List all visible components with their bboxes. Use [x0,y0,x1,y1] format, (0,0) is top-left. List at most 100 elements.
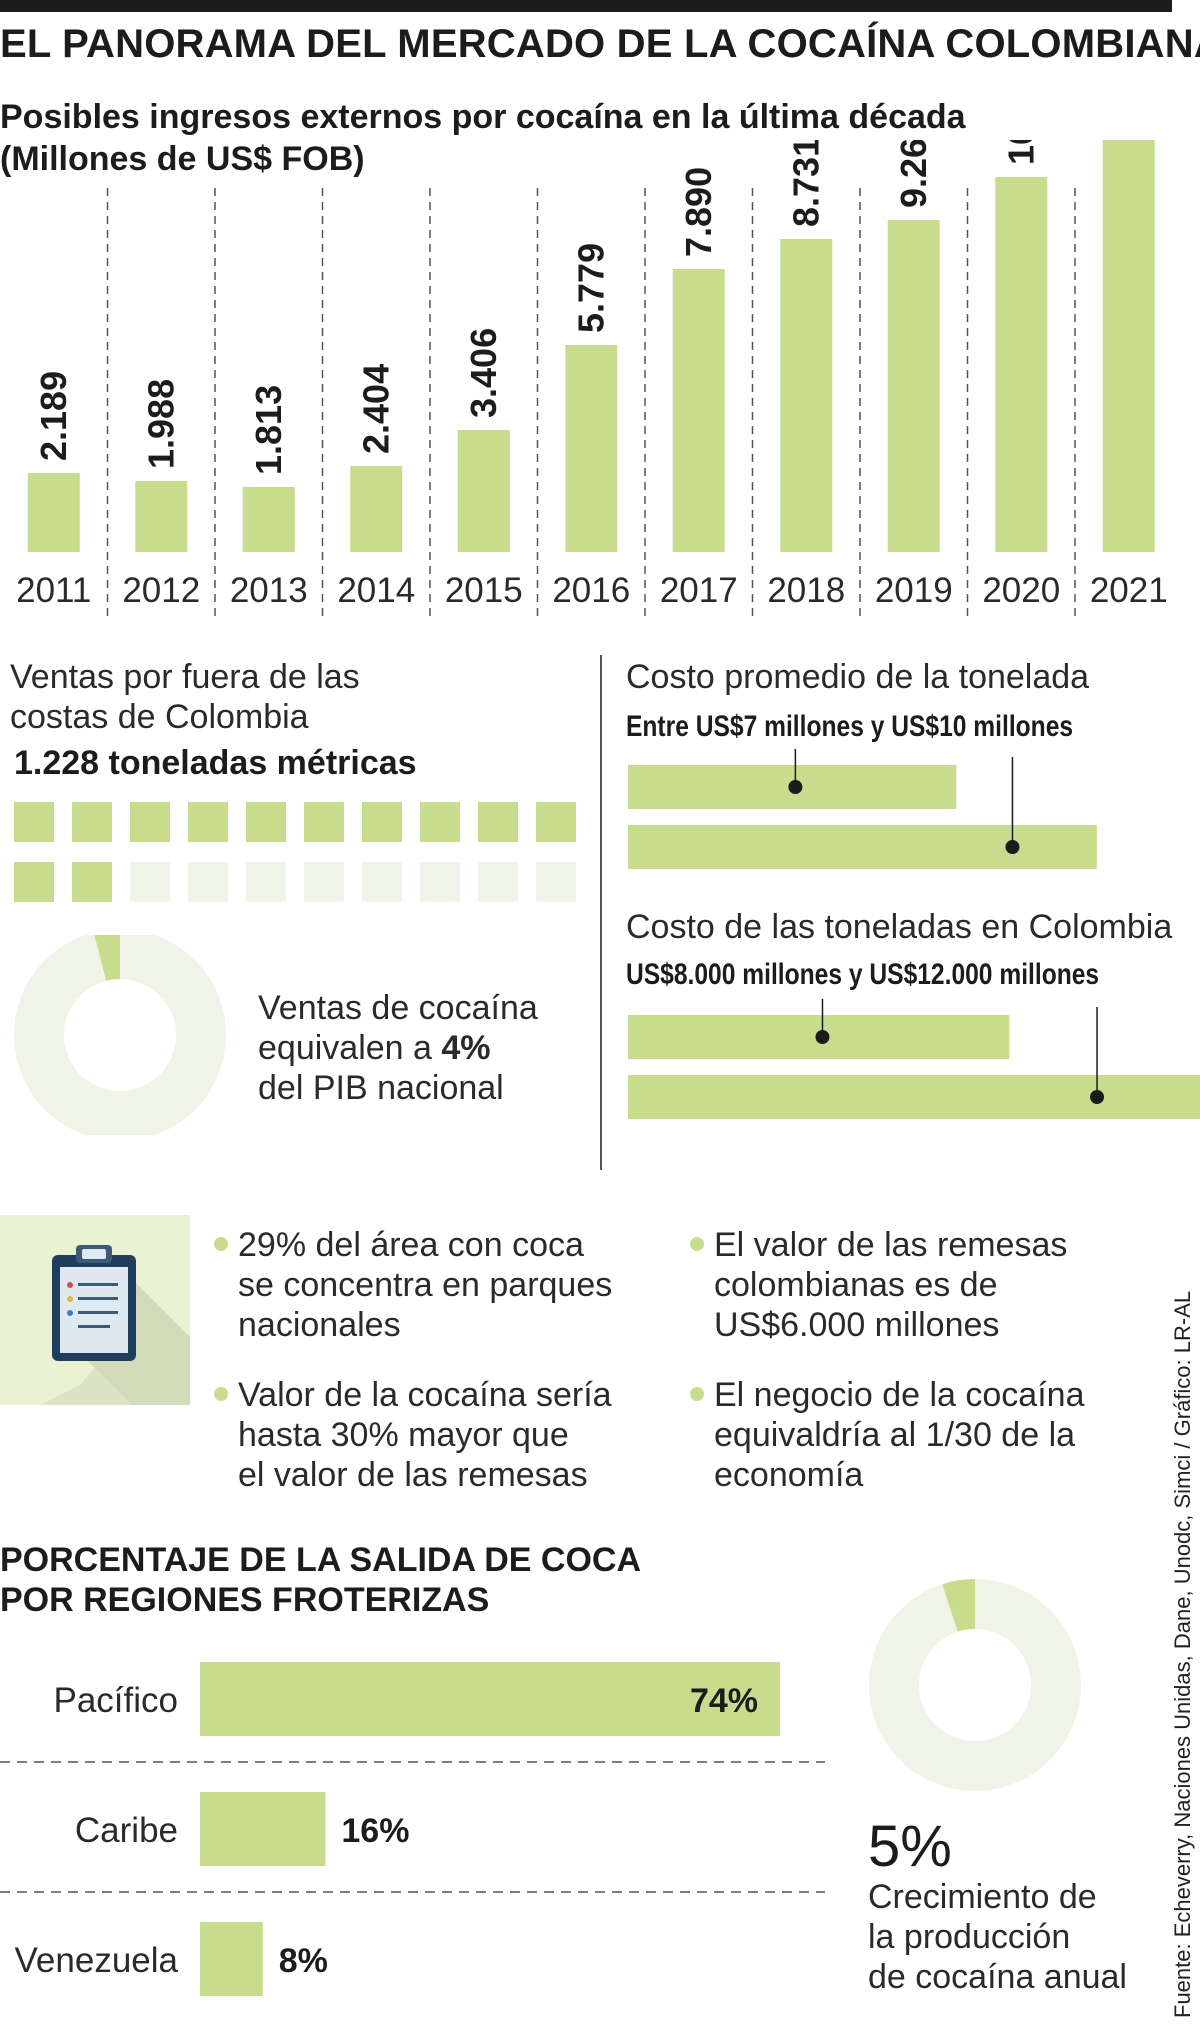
square-filled [246,802,286,842]
x-tick-label: 2012 [122,571,200,610]
bar-2012 [135,481,188,552]
region-bar [200,1922,263,1996]
costo-tonelada-title: Costo promedio de la tonelada [626,658,1090,696]
bar-value-label: 5.779 [570,243,611,333]
marker-dot [1005,840,1020,854]
bullet-dot [214,1237,228,1251]
top-rule [0,0,1172,12]
range-high-bar [628,1075,1200,1119]
donut-slice [94,935,120,981]
fact-parques-line1: 29% del área con coca [238,1226,584,1264]
pib-text-prefix: equivalen a [258,1029,442,1067]
bar-value-label: 3.406 [463,328,504,418]
square-filled [420,802,460,842]
donut-slice [942,1579,975,1632]
chart-subtitle: Posibles ingresos externos por cocaína e… [0,96,966,180]
chart-subtitle-line2: (Millones de US$ FOB) [0,140,365,178]
chart-subtitle-line1: Posibles ingresos externos por cocaína e… [0,98,966,136]
bullet-dot [214,1387,228,1401]
fact-remesas-valor-line3: US$6.000 millones [714,1306,1000,1344]
square-filled [362,802,402,842]
ventas-amount: 1.228 toneladas métricas [14,744,417,782]
bar-value-label: 2.404 [355,364,396,454]
x-tick-label: 2020 [982,571,1060,610]
square-filled [72,862,112,902]
bar-value-label: 1.813 [248,385,289,475]
square-filled [536,802,576,842]
square-empty [130,862,170,902]
regions-title-line1: PORCENTAJE DE LA SALIDA DE COCA [0,1541,642,1579]
square-filled [478,802,518,842]
donut-slice [869,1579,1081,1791]
tonnage-squares [14,802,576,902]
growth-text-line2: la producción [868,1918,1071,1956]
source-text: Fuente: Echeverry, Naciones Unidas, Dane… [1170,1291,1195,2018]
costo-colombia-bars [628,999,1200,1119]
x-tick-label: 2018 [767,571,845,610]
fact-remesas-mayor: Valor de la cocaína sería hasta 30% mayo… [214,1375,612,1495]
costo-colombia-range: US$8.000 millones y US$12.000 millones [626,958,1100,991]
bar-value-label: 10.463 [1000,140,1041,165]
marker-dot [788,780,803,794]
bar-2018 [780,239,833,552]
x-tick-label: 2017 [660,571,738,610]
growth-value: 5% [868,1814,952,1879]
bar-2021 [1102,140,1155,552]
fact-remesas-mayor-line1: Valor de la cocaína sería [238,1376,612,1414]
square-filled [14,862,54,902]
region-label: Pacífico [54,1681,179,1720]
square-filled [72,802,112,842]
bar-2014 [350,466,403,552]
region-value-label: 74% [690,1682,758,1720]
section-divider [600,655,602,1170]
square-empty [420,862,460,902]
square-filled [188,802,228,842]
fact-parques: 29% del área con coca se concentra en pa… [214,1225,612,1345]
growth-donut-chart [869,1579,1081,1791]
square-empty [304,862,344,902]
fact-economia-line2: equivaldría al 1/30 de la [714,1416,1076,1454]
square-filled [130,802,170,842]
fact-remesas-mayor-line3: el valor de las remesas [238,1456,588,1494]
marker-dot [815,1030,830,1044]
fact-parques-line3: nacionales [238,1306,401,1344]
region-label: Caribe [75,1811,178,1850]
bar-2019 [887,220,940,552]
bullet-dot [690,1387,704,1401]
revenue-bar-chart: 2.189 2011 1.988 2012 1.813 2013 2.404 2014 3.40… [16,140,1168,618]
bar-2016 [565,345,618,552]
square-filled [304,802,344,842]
bar-value-label: 2.189 [33,371,74,461]
square-filled [14,802,54,842]
x-tick-label: 2021 [1090,571,1168,610]
regions-bar-chart: Pacífico 74% Caribe 16% Venezuela 8% [0,1662,825,1996]
region-value-label: 8% [279,1942,328,1980]
costo-tonelada-bars [628,749,1097,869]
square-empty [362,862,402,902]
fact-economia-line3: economía [714,1456,864,1494]
x-tick-label: 2015 [445,571,523,610]
square-empty [188,862,228,902]
x-tick-label: 2013 [230,571,308,610]
clipboard-icon [0,1215,190,1405]
square-empty [246,862,286,902]
x-tick-label: 2011 [16,571,91,610]
costo-tonelada-range: Entre US$7 millones y US$10 millones [626,710,1074,743]
fact-remesas-valor-line2: colombianas es de [714,1266,998,1304]
growth-text-line3: de cocaína anual [868,1958,1127,1996]
bar-2013 [242,487,295,552]
bar-2020 [995,177,1048,552]
regions-title-line2: POR REGIONES FROTERIZAS [0,1581,490,1619]
fact-parques-line2: se concentra en parques [238,1266,613,1304]
source-note: Fuente: Echeverry, Naciones Unidas, Dane… [1170,1291,1195,2018]
ventas-label: Ventas por fuera de las costas de Colomb… [10,657,360,737]
bar-2011 [27,473,80,552]
costo-colombia-title: Costo de las toneladas en Colombia [626,908,1173,946]
bar-value-label: 8.731 [785,140,826,227]
region-label: Venezuela [15,1941,179,1980]
pib-text-line2: equivalen a 4% [258,1028,538,1068]
x-tick-label: 2019 [875,571,953,610]
region-bar [200,1792,326,1866]
chart-bars: 2.189 2011 1.988 2012 1.813 2013 2.404 2014 3.40… [16,140,1168,610]
x-tick-label: 2016 [552,571,630,610]
